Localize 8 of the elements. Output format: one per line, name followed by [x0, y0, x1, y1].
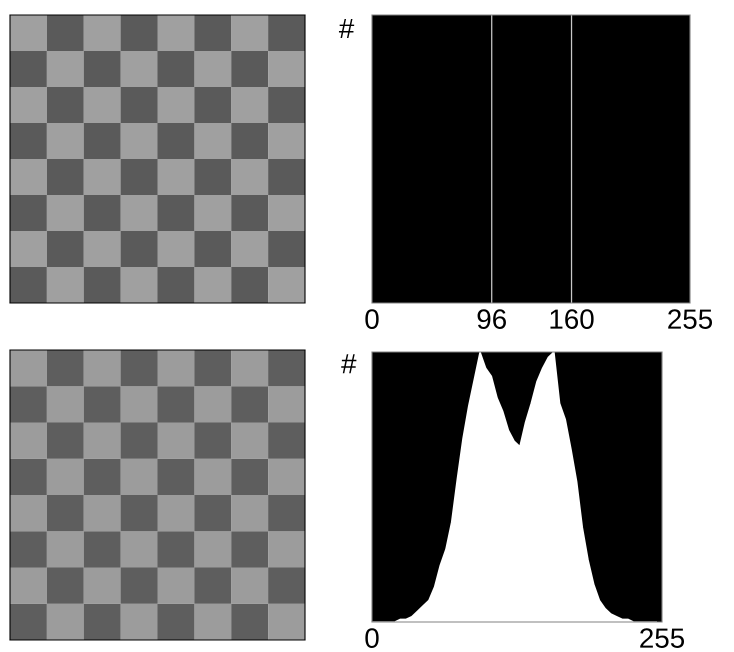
x-tick-label: 96	[478, 309, 506, 329]
x-tick-label: 0	[365, 309, 379, 329]
x-tick-label: 160	[550, 309, 594, 329]
y-axis-title: #	[341, 354, 356, 374]
x-tick-label: 0	[365, 628, 379, 648]
y-axis-title: #	[338, 19, 354, 38]
x-tick-label: 255	[640, 628, 684, 648]
x-tick-label: 255	[668, 309, 712, 329]
